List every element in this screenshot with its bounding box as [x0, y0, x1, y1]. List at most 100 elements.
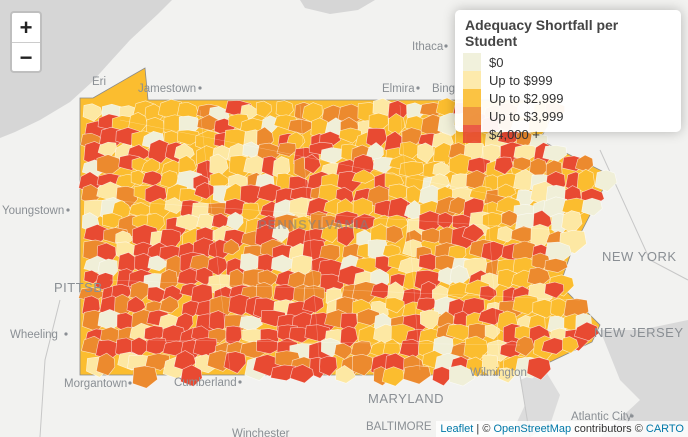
school-district[interactable]: [527, 267, 551, 287]
legend-label: Up to $999: [489, 72, 553, 88]
school-district[interactable]: [95, 352, 116, 376]
legend-label: Up to $2,999: [489, 90, 564, 106]
school-district[interactable]: [180, 364, 203, 387]
school-district[interactable]: [573, 321, 600, 342]
school-district[interactable]: [526, 357, 552, 381]
border-oh-wv: [39, 299, 61, 437]
delaware-bay: [510, 370, 560, 437]
school-district[interactable]: [304, 154, 322, 174]
pennsylvania-choropleth[interactable]: [78, 67, 618, 389]
city-label-pittsburgh: PITTSB: [54, 280, 103, 295]
school-district[interactable]: [223, 351, 247, 374]
legend-item: Up to $999: [463, 71, 673, 89]
city-label-morgantown: Morgantown: [64, 378, 127, 390]
legend-swatch: [463, 53, 481, 71]
legend-label: $0: [489, 54, 504, 70]
zoom-out-button[interactable]: −: [12, 42, 40, 72]
school-district[interactable]: [562, 336, 579, 354]
attribution-text: contributors ©: [571, 423, 646, 435]
school-district[interactable]: [256, 100, 272, 119]
region-label-new-jersey: NEW JERSEY: [594, 325, 684, 340]
legend-item: Up to $3,999: [463, 107, 673, 125]
city-dot-atlantic-city: [630, 414, 634, 418]
school-district[interactable]: [449, 265, 470, 286]
city-label-erie: Eri: [92, 76, 106, 88]
school-district[interactable]: [209, 153, 229, 177]
school-district[interactable]: [159, 295, 179, 314]
leaflet-link[interactable]: Leaflet: [440, 423, 474, 435]
carto-link[interactable]: CARTO: [645, 423, 684, 435]
legend-item: $0: [463, 53, 673, 71]
city-dot-ithaca: [444, 44, 448, 48]
school-district[interactable]: [140, 157, 160, 175]
zoom-control: + −: [10, 11, 42, 73]
city-label-elmira: Elmira: [382, 83, 415, 95]
school-district[interactable]: [497, 183, 517, 199]
school-district[interactable]: [544, 281, 565, 299]
school-district[interactable]: [301, 102, 323, 125]
school-district[interactable]: [387, 113, 406, 137]
school-district[interactable]: [385, 225, 404, 244]
school-district[interactable]: [126, 295, 146, 314]
school-district[interactable]: [226, 211, 244, 231]
city-label-atlantic-city: Atlantic City: [571, 411, 632, 423]
school-district[interactable]: [289, 364, 314, 384]
school-district[interactable]: [432, 366, 452, 387]
school-district[interactable]: [339, 325, 358, 348]
school-district[interactable]: [575, 154, 594, 173]
city-dot-cumberland: [238, 380, 242, 384]
school-district[interactable]: [275, 100, 294, 120]
school-district[interactable]: [94, 272, 114, 293]
legend-swatch: [463, 107, 481, 125]
city-dot-wheeling: [64, 332, 68, 336]
school-district[interactable]: [417, 142, 434, 164]
city-dot-elmira: [416, 86, 420, 90]
legend-title: Adequacy Shortfall per Student: [465, 17, 619, 49]
school-district[interactable]: [335, 364, 357, 384]
district-boundary-lines: [99, 104, 581, 371]
school-district[interactable]: [223, 238, 240, 256]
school-district[interactable]: [319, 355, 338, 377]
atlantic-ocean: [600, 320, 688, 437]
legend: Adequacy Shortfall per Student $0 Up to …: [455, 10, 681, 143]
school-district[interactable]: [402, 365, 432, 385]
school-district[interactable]: [461, 223, 485, 243]
school-district[interactable]: [481, 354, 499, 377]
region-label-baltimore: BALTIMORE: [366, 421, 432, 433]
city-label-cumberland: Cumberland: [174, 377, 237, 389]
city-dot-jamestown: [198, 86, 202, 90]
region-label-pennsylvania: PENNSYLVANIA: [258, 217, 370, 232]
school-district[interactable]: [132, 365, 158, 389]
city-label-youngstown: Youngstown: [2, 205, 64, 217]
attribution-separator: | ©: [473, 423, 494, 435]
lake-ontario: [300, 0, 375, 14]
school-district[interactable]: [497, 367, 516, 384]
legend-item: Up to $2,999: [463, 89, 673, 107]
zoom-in-button[interactable]: +: [19, 14, 33, 40]
school-district[interactable]: [449, 364, 476, 387]
city-label-wheeling: Wheeling: [10, 329, 58, 341]
school-district[interactable]: [561, 210, 583, 235]
legend-swatch: [463, 125, 481, 143]
school-district[interactable]: [581, 197, 603, 217]
legend-swatch: [463, 71, 481, 89]
school-district[interactable]: [594, 169, 618, 192]
school-district[interactable]: [484, 324, 500, 340]
openstreetmap-link[interactable]: OpenStreetMap: [493, 423, 572, 435]
city-label-jamestown: Jamestown: [138, 83, 196, 95]
school-district[interactable]: [542, 145, 567, 162]
school-district[interactable]: [302, 295, 325, 314]
legend-item: $4,000 +: [463, 125, 673, 143]
school-district[interactable]: [385, 297, 405, 314]
legend-swatch: [463, 89, 481, 107]
city-dot-morgantown: [128, 381, 132, 385]
school-district[interactable]: [337, 226, 355, 247]
region-label-maryland: MARYLAND: [368, 391, 444, 406]
city-label-ithaca: Ithaca: [412, 41, 444, 53]
legend-label: $4,000 +: [489, 126, 540, 142]
city-label-wilmington: Wilmington: [470, 367, 527, 379]
map-attribution: Leaflet | © OpenStreetMap contributors ©…: [436, 421, 688, 437]
city-label-winchester: Winchester: [232, 428, 290, 437]
school-district[interactable]: [479, 285, 498, 301]
